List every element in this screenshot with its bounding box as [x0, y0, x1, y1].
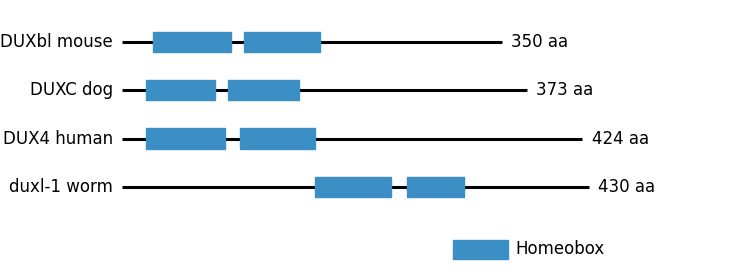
Bar [407, 177, 464, 197]
Bar [147, 80, 215, 100]
Text: DUXC dog: DUXC dog [30, 81, 113, 99]
Bar [152, 32, 231, 52]
Bar [315, 177, 391, 197]
Text: 373 aa: 373 aa [536, 81, 593, 99]
Text: Homeobox: Homeobox [515, 240, 605, 258]
Text: DUXbl mouse: DUXbl mouse [0, 33, 113, 51]
Text: 430 aa: 430 aa [599, 178, 656, 196]
Text: 424 aa: 424 aa [592, 130, 649, 147]
Bar [244, 32, 320, 52]
Text: 350 aa: 350 aa [511, 33, 568, 51]
Bar [240, 128, 315, 149]
Bar [454, 240, 508, 258]
Bar [147, 128, 226, 149]
Text: DUX4 human: DUX4 human [3, 130, 113, 147]
Text: duxl-1 worm: duxl-1 worm [9, 178, 113, 196]
Bar [228, 80, 299, 100]
